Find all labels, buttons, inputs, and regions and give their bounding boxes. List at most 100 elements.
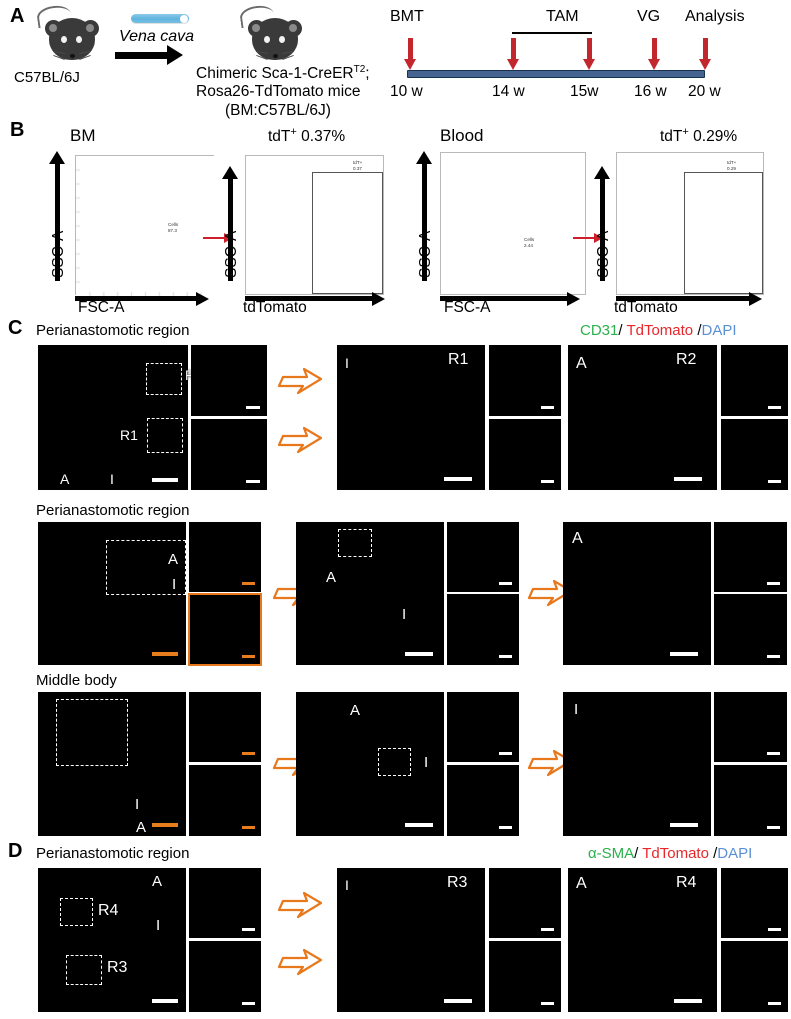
- panel-d-label-a: A: [152, 873, 163, 890]
- panel-c-row2-red-channel-image[interactable]: [189, 522, 261, 592]
- timeline-event-label-4: Analysis: [685, 8, 745, 25]
- recipient-genotype-line2: Rosa26-TdTomato mice: [196, 83, 361, 100]
- panel-c-row1-overview-image[interactable]: [38, 345, 188, 490]
- panel-d-overview-image[interactable]: [38, 868, 186, 1012]
- panel-c-row3-zoom-label-i: I: [574, 701, 579, 718]
- panel-c-row1-red-scalebar: [246, 406, 260, 409]
- panel-d-legend: α-SMA/ TdTomato /DAPI: [588, 845, 752, 862]
- panel-d-red-channel-image[interactable]: [189, 868, 261, 938]
- vena-cava-graft-cap-icon: [180, 14, 188, 23]
- panel-c-row3-zoom-green-image[interactable]: [714, 765, 787, 836]
- panel-c-row3-mid-red-image[interactable]: [447, 692, 519, 762]
- panel-d-arrow-bottom: [277, 947, 325, 977]
- facs-y-axis-label-tdt-blood: SSC-A: [595, 230, 612, 278]
- facs-plot-tdt-blood[interactable]: [616, 152, 765, 296]
- panel-c-row3-zoom-red-image[interactable]: [714, 692, 787, 762]
- panel-c-row2-mid-label-i: I: [402, 606, 407, 623]
- panel-c-row1-green-channel-image[interactable]: [191, 419, 267, 490]
- panel-d-r4-red-scalebar: [768, 928, 781, 931]
- panel-c-row1-r2-green-image[interactable]: [721, 419, 788, 490]
- panel-c-row1-arrow-bottom: [277, 425, 325, 455]
- facs-plot-bm[interactable]: [75, 155, 215, 296]
- panel-c-row3-arrow-2: [527, 748, 575, 778]
- donor-mouse-icon: [35, 3, 115, 66]
- recipient-genotype-line1-text: Chimeric Sca-1-CreER: [196, 65, 354, 83]
- recipient-genotype-superscript: T2: [353, 64, 366, 75]
- panel-c-row3-mid-green-image[interactable]: [447, 765, 519, 836]
- panel-d-r3-red-image[interactable]: [489, 868, 561, 938]
- vena-cava-label: Vena cava: [119, 28, 195, 45]
- panel-c-row3-overview-image[interactable]: [38, 692, 186, 836]
- panel-d-legend-marker2: TdTomato: [642, 845, 709, 862]
- panel-c-row3-mid-label-a: A: [350, 702, 361, 719]
- panel-d-r4-label: R4: [676, 874, 697, 891]
- panel-c-row1-r2-label: R2: [676, 351, 697, 368]
- panel-c-row3-label-i: I: [135, 796, 140, 813]
- panel-c-legend: CD31/ TdTomato /DAPI: [580, 322, 737, 339]
- panel-c-row3-mid-scalebar: [405, 823, 433, 827]
- panel-c-row1-r2-red-image[interactable]: [721, 345, 788, 416]
- panel-d-r3-zoom-image[interactable]: [337, 868, 485, 1012]
- timeline-arrow-14w: [507, 38, 520, 70]
- panel-d-legend-sep2: /: [713, 845, 718, 862]
- panel-c-row1-r1-green-scalebar: [541, 480, 554, 483]
- panel-c-row3-title: Middle body: [36, 672, 117, 689]
- timeline-event-label-3: VG: [637, 8, 661, 25]
- facs-gate-box-tdt-bm: [312, 172, 383, 294]
- panel-d-r3-green-image[interactable]: [489, 941, 561, 1012]
- panel-c-row1-r1-zoom-image[interactable]: [337, 345, 485, 490]
- facs-plot-blood[interactable]: [440, 152, 587, 296]
- panel-c-legend-sep1: /: [618, 322, 623, 339]
- panel-c-row3-zoom-image[interactable]: [563, 692, 711, 836]
- facs-x-axis-arrow-tdt-bm: [245, 291, 385, 306]
- panel-d-r4-green-image[interactable]: [721, 941, 788, 1012]
- panel-c-row3-label-a: A: [136, 819, 147, 836]
- panel-d-label-r3: R3: [107, 959, 128, 976]
- panel-letter-b: B: [10, 119, 25, 141]
- facs-header-tdt-bm: tdT+ 0.37%: [268, 126, 345, 146]
- facs-y-axis-arrow-bm: [49, 151, 65, 281]
- panel-c-row1-red-channel-image[interactable]: [191, 345, 267, 416]
- panel-c-row2-mid-image[interactable]: [296, 522, 444, 665]
- panel-d-r4-zoom-image[interactable]: [568, 868, 717, 1012]
- panel-d-green-channel-image[interactable]: [189, 941, 261, 1012]
- panel-c-row2-overview-image[interactable]: [38, 522, 186, 665]
- facs-gate-box-tdt-blood: [684, 172, 763, 294]
- panel-c-row1-title: Perianastomotic region: [36, 322, 190, 339]
- facs-header-tdt-bm-prefix: tdT: [268, 128, 291, 146]
- facs-x-axis-arrow-tdt-blood: [616, 291, 762, 306]
- panel-c-row2-label-a: A: [168, 551, 179, 568]
- panel-c-row2-overview-scalebar: [152, 652, 178, 656]
- recipient-mouse-icon: [238, 3, 318, 66]
- panel-c-row3-red-channel-image[interactable]: [189, 692, 261, 762]
- panel-c-row2-zoom-label-a: A: [572, 530, 583, 547]
- facs-header-tdt-blood-sup: +: [682, 126, 689, 138]
- panel-d-r4-red-image[interactable]: [721, 868, 788, 938]
- panel-c-row1-label-r1: R1: [120, 427, 138, 443]
- panel-c-row3-green-channel-image[interactable]: [189, 765, 261, 836]
- facs-y-axis-arrow-blood: [416, 151, 432, 281]
- timeline-event-label-0: BMT: [390, 8, 424, 25]
- timeline-bar: [407, 70, 705, 78]
- panel-c-row2-green-channel-image[interactable]: [189, 594, 261, 665]
- panel-c-row1-arrow-top: [277, 366, 325, 396]
- facs-header-tdt-bm-value: 0.37%: [301, 128, 346, 146]
- facs-x-axis-label-tdt-blood: tdTomato: [614, 299, 678, 316]
- panel-c-row2-zoom-red-image[interactable]: [714, 522, 787, 592]
- panel-d-r4-green-scalebar: [768, 1002, 781, 1005]
- panel-c-row1-r1-green-image[interactable]: [489, 419, 561, 490]
- panel-c-row1-r2-zoom-image[interactable]: [568, 345, 717, 490]
- panel-c-row2-mid-red-image[interactable]: [447, 522, 519, 592]
- panel-d-roi-r4-box: [60, 898, 93, 926]
- panel-c-row2-label-i: I: [172, 576, 177, 593]
- panel-c-row1-r1-red-image[interactable]: [489, 345, 561, 416]
- panel-c-row3-mid-image[interactable]: [296, 692, 444, 836]
- panel-c-row2-mid-green-image[interactable]: [447, 594, 519, 665]
- panel-c-row2-zoom-green-image[interactable]: [714, 594, 787, 665]
- panel-letter-d: D: [8, 840, 23, 862]
- panel-c-row2-zoom-image[interactable]: [563, 522, 711, 665]
- panel-c-row2-red-scalebar: [242, 582, 255, 585]
- facs-y-axis-arrow-tdt-bm: [222, 166, 238, 281]
- facs-plot-tdt-bm[interactable]: [245, 155, 385, 296]
